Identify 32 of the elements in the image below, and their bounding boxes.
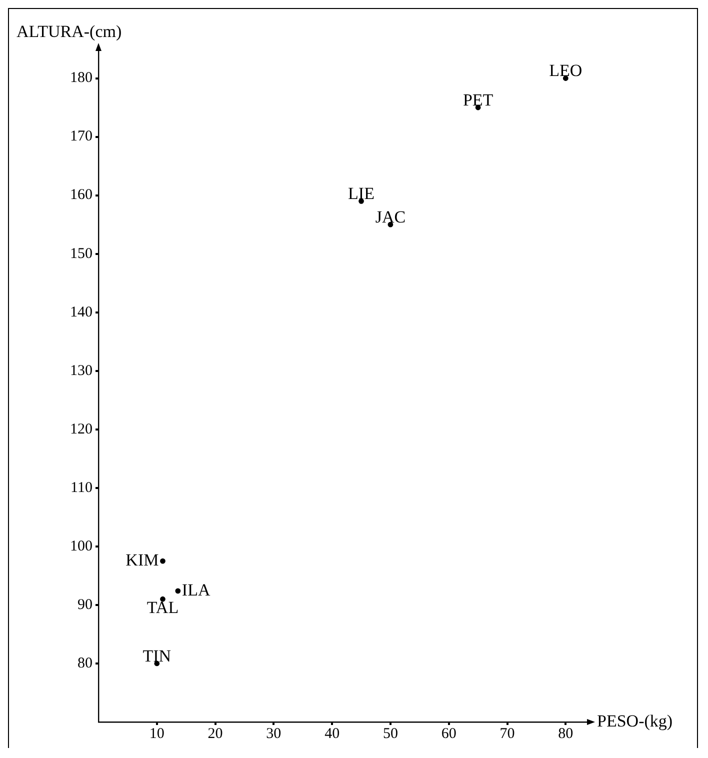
x-tick-label: 60: [441, 726, 456, 742]
x-tick-label: 30: [266, 726, 282, 742]
annotation: PET: [462, 90, 494, 110]
annotation: KIM: [126, 550, 159, 570]
x-tick-label: 40: [324, 726, 340, 742]
x-tick-label: 80: [558, 726, 574, 742]
y-tick-label: 130: [70, 362, 92, 379]
point: [160, 558, 166, 564]
y-tick-label: 110: [70, 480, 92, 496]
y-tick-label: 180: [70, 70, 92, 86]
annotation: JAC: [375, 208, 406, 227]
annotation: TIN: [142, 646, 172, 666]
y-tick-label: 150: [70, 246, 92, 262]
y-tick-label: 170: [70, 128, 92, 145]
x-axis-title: PESO-(kg): [597, 711, 673, 730]
y-axis-title: ALTURA-(cm): [16, 22, 122, 41]
y-tick-label: 160: [70, 187, 92, 204]
point: [175, 588, 181, 594]
y-tick-label: 100: [70, 538, 92, 554]
x-tick-label: 70: [500, 726, 515, 742]
x-tick-label: 10: [149, 726, 164, 742]
x-tick-label: 50: [382, 726, 398, 742]
y-tick-label: 80: [78, 655, 92, 672]
annotation: LEO: [549, 61, 582, 80]
y-tick-label: 120: [70, 421, 92, 438]
annotation: ILA: [182, 580, 211, 600]
annotation: LIE: [348, 184, 374, 204]
point: [160, 596, 166, 602]
x-tick-label: 20: [208, 726, 223, 742]
annotation: TAL: [146, 598, 179, 618]
y-tick-label: 140: [70, 304, 92, 320]
y-tick-label: 90: [78, 596, 92, 613]
